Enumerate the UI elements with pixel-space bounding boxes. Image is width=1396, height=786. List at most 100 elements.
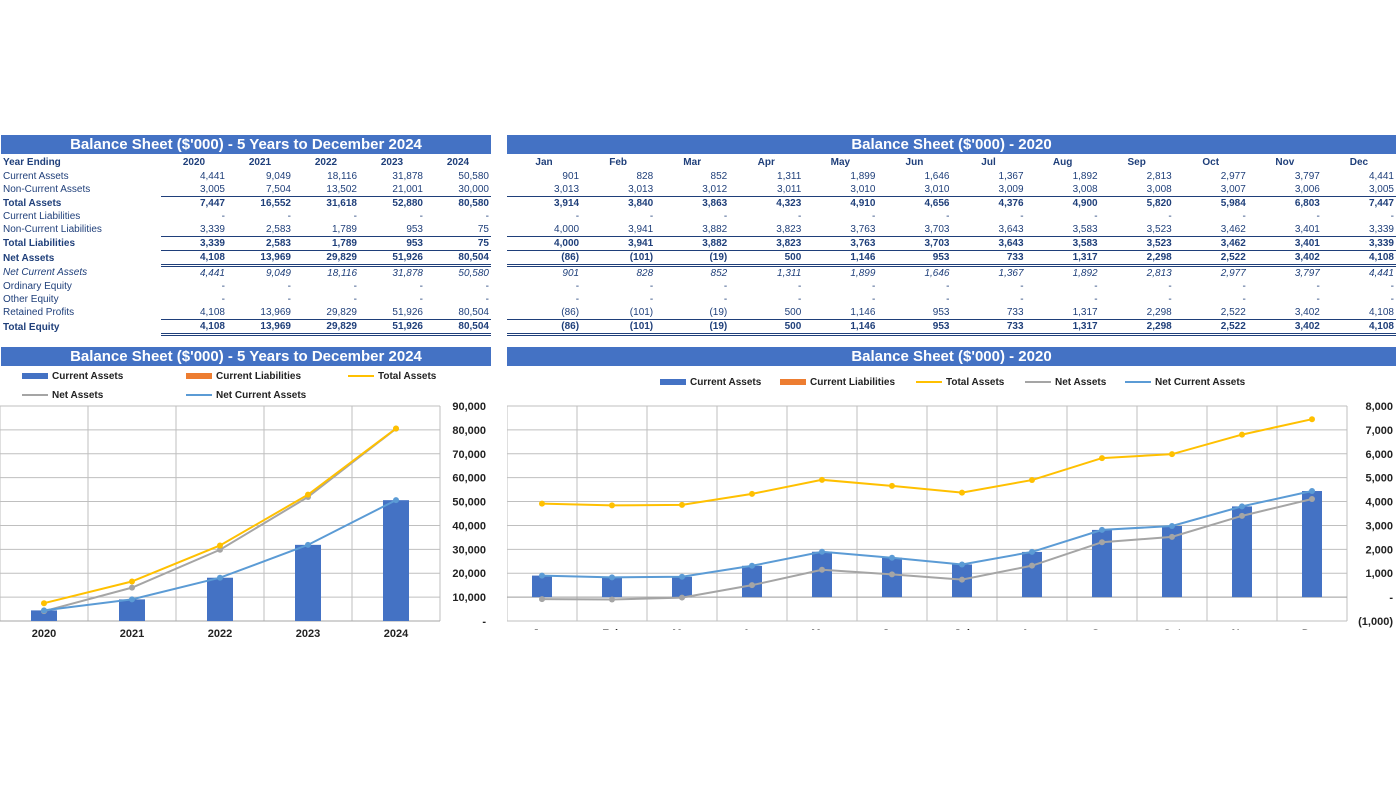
legend-current-liabilities: Current Liabilities bbox=[780, 377, 895, 388]
column-header: May bbox=[830, 157, 851, 168]
row-label: Non-Current Assets bbox=[3, 184, 91, 196]
table-cell: 9,049 bbox=[265, 171, 291, 182]
table-row: 901 828 852 1,311 1,899 1,646 1,367 1,892 2,813 2… bbox=[507, 266, 1396, 281]
point-net-assets bbox=[1239, 512, 1245, 519]
table-cell: 4,441 bbox=[1368, 268, 1394, 279]
table-cell: 80,504 bbox=[425, 250, 491, 267]
table-cell: 2,298 bbox=[1099, 319, 1174, 336]
point-net-current-assets bbox=[749, 562, 755, 569]
row-label: Non-Current Liabilities bbox=[3, 224, 102, 236]
y-tick-label: 40,000 bbox=[452, 520, 486, 532]
row-label: Current Assets bbox=[3, 171, 69, 182]
table-cell: - bbox=[1316, 281, 1320, 292]
table-cell: 3,823 bbox=[776, 224, 802, 235]
table-cell: - bbox=[649, 211, 654, 222]
bar-current-assets bbox=[1232, 506, 1252, 598]
legend-label: Net Assets bbox=[52, 390, 104, 401]
table-cell: - bbox=[575, 211, 580, 222]
table-cell: 3,011 bbox=[777, 184, 802, 195]
table-cell: 1,146 bbox=[803, 250, 878, 267]
table-cell: 3,010 bbox=[924, 184, 950, 195]
table-cell: 2,298 bbox=[1146, 307, 1172, 318]
table-cell: 75 bbox=[425, 236, 491, 251]
table-cell: - bbox=[723, 281, 728, 292]
table-cell: - bbox=[485, 294, 489, 305]
table-cell: 31,878 bbox=[392, 171, 423, 182]
table-row: (86) (101) (19) 500 1,146 953 733 1,317 2,298 2,5… bbox=[507, 306, 1396, 320]
point-net-assets bbox=[819, 566, 825, 573]
point-total-assets bbox=[129, 578, 135, 585]
table-cell: 1,317 bbox=[1025, 319, 1100, 336]
table-cell: 13,969 bbox=[227, 250, 293, 267]
table-cell: - bbox=[649, 281, 654, 292]
table-cell: 3,339 bbox=[161, 236, 227, 251]
point-total-assets bbox=[539, 500, 545, 507]
bar-current-assets bbox=[1162, 525, 1182, 598]
bar-current-assets bbox=[119, 599, 145, 621]
bar-current-assets bbox=[1092, 529, 1112, 598]
table-cell: (86) bbox=[561, 307, 580, 318]
annual-chart-title: Balance Sheet ($'000) - 5 Years to Decem… bbox=[1, 347, 491, 366]
table-row: Net Current Assets 4,441 9,049 18,116 31,878… bbox=[1, 266, 491, 281]
table-cell: 3,005 bbox=[199, 184, 225, 195]
table-row: (86) (101) (19) 500 1,146 953 733 1,317 2,298 2,5… bbox=[507, 250, 1396, 267]
table-cell: - bbox=[1020, 294, 1024, 305]
table-cell: 1,146 bbox=[803, 319, 878, 336]
table-cell: - bbox=[946, 281, 950, 292]
table-cell: 80,580 bbox=[425, 196, 491, 210]
legend-current-liabilities: Current Liabilities bbox=[186, 371, 301, 382]
table-cell: 500 bbox=[784, 307, 802, 318]
legend-label: Current Liabilities bbox=[810, 377, 896, 388]
point-net-assets bbox=[749, 582, 755, 589]
point-net-current-assets bbox=[679, 573, 685, 580]
row-label: Total Assets bbox=[3, 197, 62, 209]
table-cell: 52,880 bbox=[359, 196, 425, 210]
point-net-current-assets bbox=[539, 572, 545, 579]
column-header: Oct bbox=[1202, 157, 1220, 168]
table-row: Total Assets 7,447 16,552 31,618 52,880 80,58… bbox=[1, 196, 491, 210]
table-cell: - bbox=[575, 281, 580, 292]
y-tick-label: 10,000 bbox=[452, 592, 486, 604]
table-cell: 6,803 bbox=[1247, 196, 1322, 210]
row-label: Retained Profits bbox=[3, 307, 75, 319]
table-cell: 3,005 bbox=[1368, 184, 1394, 195]
y-tick-label: 7,000 bbox=[1365, 425, 1393, 437]
table-cell: 3,402 bbox=[1247, 319, 1322, 336]
point-net-assets bbox=[609, 596, 615, 603]
table-cell: 16,552 bbox=[227, 196, 293, 210]
monthly-table-title: Balance Sheet ($'000) - 2020 bbox=[507, 135, 1396, 154]
table-cell: 51,926 bbox=[359, 319, 425, 336]
y-tick-label: 6,000 bbox=[1365, 449, 1393, 461]
legend-bar-swatch bbox=[22, 373, 48, 380]
x-tick-label: Aug bbox=[1021, 628, 1042, 630]
table-cell: 733 bbox=[1006, 307, 1024, 318]
table-cell: 3,797 bbox=[1294, 268, 1320, 279]
table-cell: 21,001 bbox=[392, 184, 423, 195]
table-cell: - bbox=[1168, 294, 1172, 305]
line-net-current-assets bbox=[541, 490, 1313, 579]
bar-current-assets bbox=[882, 557, 902, 598]
table-cell: 3,763 bbox=[803, 236, 878, 251]
legend-current-assets: Current Assets bbox=[660, 377, 761, 388]
table-cell: 953 bbox=[932, 307, 950, 318]
table-cell: 901 bbox=[562, 171, 580, 182]
table-cell: - bbox=[946, 211, 950, 222]
table-cell: - bbox=[872, 294, 876, 305]
x-tick-label: Nov bbox=[1232, 628, 1254, 630]
row-label: Other Equity bbox=[3, 294, 59, 305]
table-cell: 2,977 bbox=[1220, 268, 1246, 279]
table-row: Total Liabilities 3,339 2,583 1,789 953 75 bbox=[1, 236, 491, 251]
table-cell: 7,504 bbox=[265, 184, 291, 195]
table-cell: 1,899 bbox=[850, 268, 876, 279]
table-cell: 18,116 bbox=[327, 171, 357, 182]
table-cell: 1,646 bbox=[924, 268, 950, 279]
y-tick-label: 70,000 bbox=[452, 449, 486, 461]
table-cell: 500 bbox=[729, 319, 804, 336]
point-total-assets bbox=[1099, 455, 1105, 462]
point-net-current-assets bbox=[889, 554, 895, 561]
table-row: Non-Current Liabilities 3,339 2,583 1,789 95… bbox=[1, 223, 491, 237]
year-ending-label: Year Ending bbox=[3, 157, 61, 168]
monthly-chart-title: Balance Sheet ($'000) - 2020 bbox=[507, 347, 1396, 366]
table-cell: 3,882 bbox=[655, 236, 730, 251]
column-header: Mar bbox=[683, 157, 702, 168]
